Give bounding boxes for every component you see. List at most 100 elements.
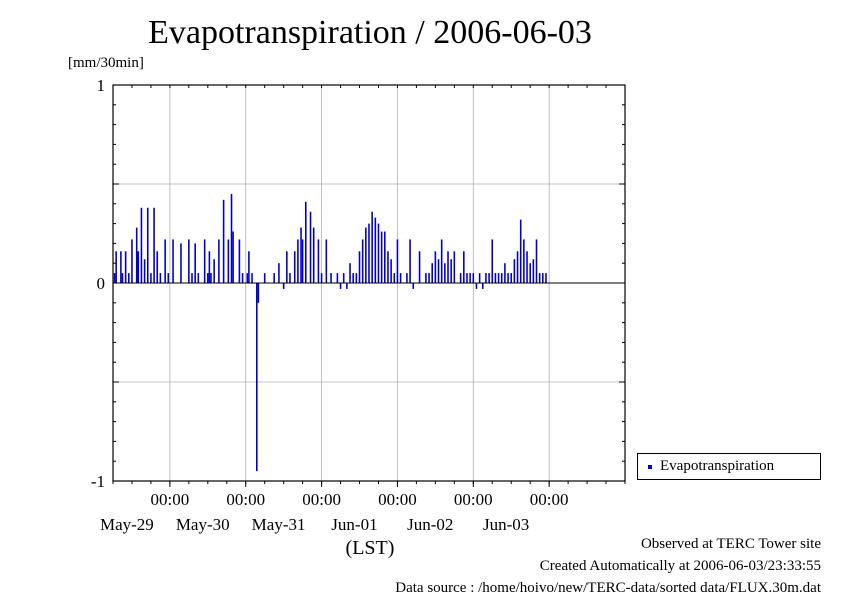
- bar: [406, 273, 408, 283]
- bar: [507, 273, 509, 283]
- bar: [409, 239, 411, 283]
- x-tick-label-date: Jun-02: [407, 515, 453, 534]
- bar: [159, 273, 162, 283]
- bar: [336, 273, 339, 283]
- bar: [453, 251, 456, 283]
- bar: [256, 283, 258, 472]
- bar: [172, 239, 174, 283]
- bar: [463, 251, 465, 283]
- x-tick-label-date: Jun-01: [331, 515, 377, 534]
- bar: [197, 273, 200, 283]
- bar: [263, 273, 266, 283]
- x-tick-label-date: May-31: [252, 515, 306, 534]
- bar: [140, 207, 143, 283]
- bar: [164, 239, 166, 283]
- bar: [485, 273, 487, 283]
- bar: [478, 273, 481, 283]
- x-tick-label-time: 00:00: [454, 490, 493, 509]
- bar: [289, 273, 291, 283]
- bar: [167, 273, 170, 283]
- bar: [510, 273, 513, 283]
- bar: [384, 231, 386, 283]
- bar: [286, 251, 288, 283]
- bar: [124, 251, 127, 283]
- bar: [393, 273, 396, 283]
- bar: [293, 251, 296, 283]
- bar: [278, 263, 280, 283]
- bar: [434, 251, 437, 283]
- y-axis-label: [mm/30min]: [68, 55, 144, 71]
- x-axis-label: (LST): [346, 537, 395, 559]
- bar: [526, 251, 528, 283]
- bar: [143, 259, 146, 283]
- bar: [188, 239, 190, 283]
- bar: [447, 251, 449, 283]
- bar: [444, 263, 446, 283]
- bar: [380, 231, 383, 283]
- bar: [300, 227, 302, 283]
- bar: [230, 193, 233, 283]
- bar: [241, 273, 244, 283]
- bar: [317, 239, 320, 283]
- bar: [488, 273, 490, 283]
- bar: [387, 251, 389, 283]
- series-bars: [113, 193, 547, 472]
- bar: [504, 263, 506, 283]
- bar: [472, 273, 475, 283]
- bar: [437, 259, 440, 283]
- bar: [371, 211, 373, 283]
- x-tick-label-date: May-30: [176, 515, 230, 534]
- bar: [358, 251, 361, 283]
- bar: [203, 239, 206, 283]
- bar: [374, 217, 377, 283]
- bar: [361, 239, 364, 283]
- bar: [339, 283, 342, 289]
- bar: [481, 283, 484, 289]
- bar: [545, 273, 547, 283]
- bar: [330, 273, 332, 283]
- bar: [282, 283, 285, 289]
- bar: [352, 273, 354, 283]
- bar: [248, 251, 250, 283]
- y-tick-label: -1: [91, 472, 105, 491]
- bar: [519, 219, 522, 283]
- bar: [516, 251, 519, 283]
- bar: [377, 223, 380, 283]
- bar: [135, 227, 138, 283]
- bar: [121, 273, 124, 283]
- footer-created: Created Automatically at 2006-06-03/23:3…: [539, 558, 821, 574]
- bar: [346, 283, 348, 289]
- bar: [227, 239, 230, 283]
- bar: [137, 251, 140, 283]
- bar: [469, 273, 471, 283]
- y-tick-label: 1: [97, 76, 106, 95]
- bar: [325, 239, 328, 283]
- bar: [440, 239, 443, 283]
- bar: [297, 239, 299, 283]
- bar: [355, 273, 358, 283]
- bar: [128, 273, 130, 283]
- bar: [396, 239, 399, 283]
- bar: [450, 259, 452, 283]
- bar: [113, 273, 116, 283]
- bar: [218, 239, 220, 283]
- bar: [475, 283, 478, 289]
- axis-ticks: 00:00May-2900:00May-3000:00May-3100:00Ju…: [91, 76, 626, 559]
- bar: [257, 283, 260, 303]
- bar: [131, 239, 133, 283]
- bar: [368, 223, 370, 283]
- x-tick-label-time: 00:00: [530, 490, 569, 509]
- x-tick-label-time: 00:00: [226, 490, 265, 509]
- bar: [120, 251, 122, 283]
- bar: [500, 273, 503, 283]
- bar: [529, 263, 531, 283]
- bar: [180, 243, 182, 283]
- bar: [523, 239, 525, 283]
- bar: [146, 207, 149, 283]
- bar: [412, 283, 415, 289]
- x-tick-label-date: Jun-03: [483, 515, 529, 534]
- bar: [156, 251, 159, 283]
- bar: [153, 207, 155, 283]
- bar: [399, 273, 402, 283]
